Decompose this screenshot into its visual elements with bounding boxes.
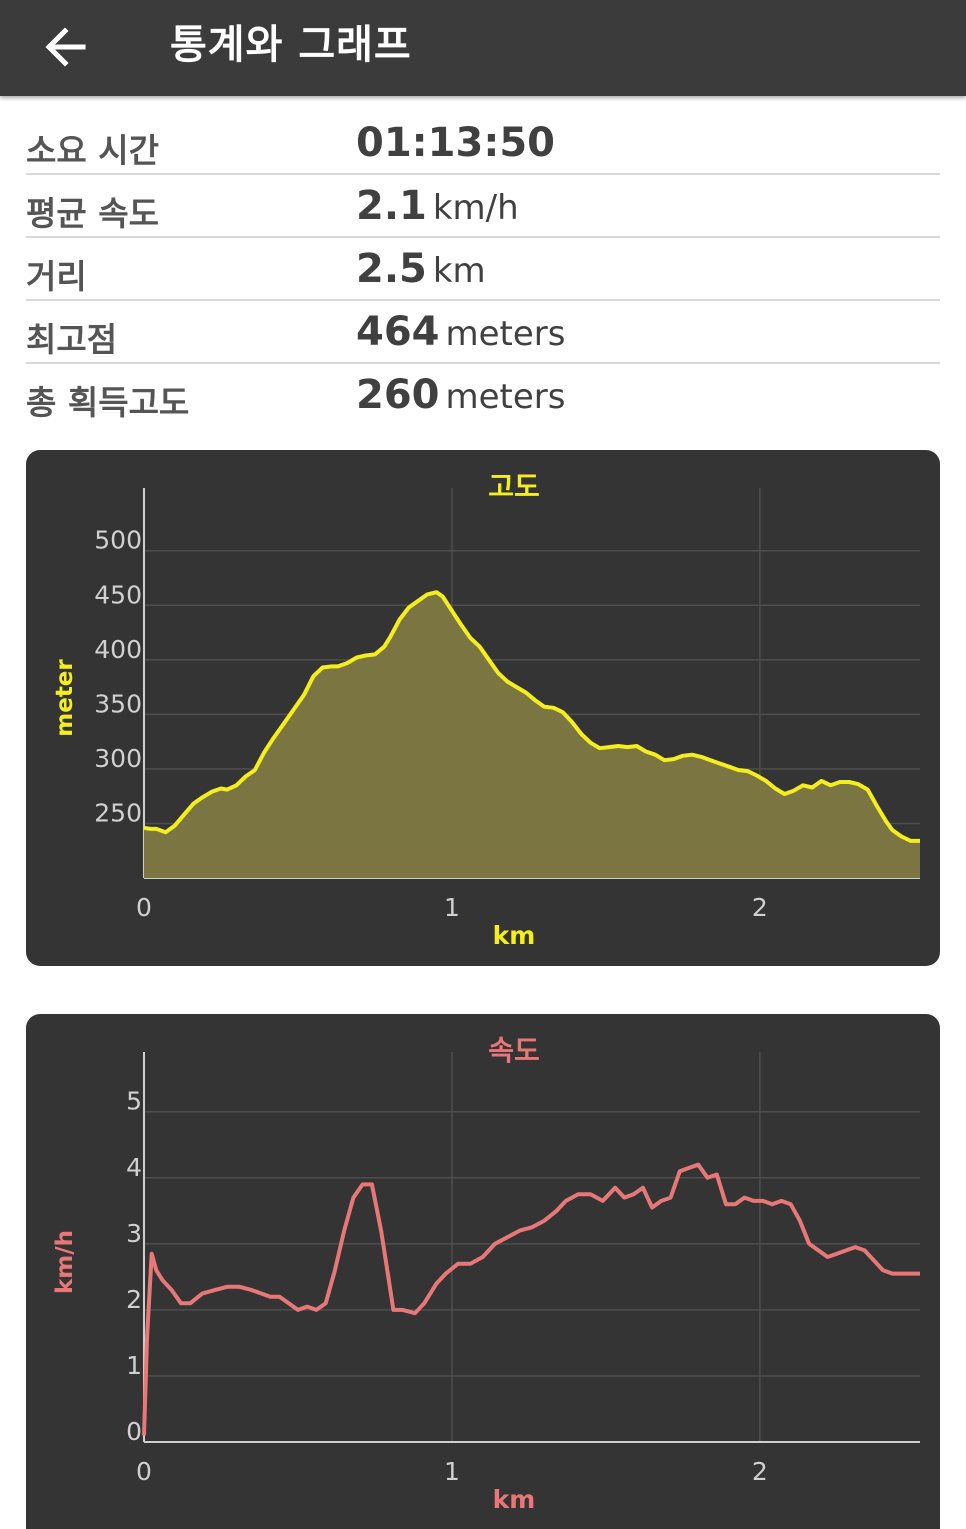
stat-value: 260 meters <box>356 372 565 418</box>
x-axis-label: km <box>493 921 536 950</box>
y-tick-label: 500 <box>94 526 142 555</box>
stat-unit: meters <box>445 314 566 354</box>
y-axis-label: meter <box>52 659 78 737</box>
stat-value: 2.5 km <box>356 246 486 292</box>
stat-label: 거리 <box>26 257 87 296</box>
x-tick-label: 2 <box>752 1457 768 1486</box>
app-bar: 통계와 그래프 <box>0 0 966 96</box>
stat-label: 소요 시간 <box>26 131 159 170</box>
x-tick-label: 0 <box>136 1457 152 1486</box>
y-tick-label: 2 <box>126 1285 142 1314</box>
y-tick-label: 300 <box>94 744 142 773</box>
x-tick-label: 2 <box>752 893 768 922</box>
stat-unit: km <box>432 251 486 291</box>
page-title: 통계와 그래프 <box>170 22 412 68</box>
area-fill <box>144 592 920 878</box>
elevation-chart-card: 250 300 350 400 450 500 0 1 2 고도 km meter <box>26 450 940 966</box>
stat-number: 2.1 <box>356 183 427 229</box>
x-tick-label: 0 <box>136 893 152 922</box>
chart-title: 고도 <box>488 470 540 503</box>
y-tick-label: 3 <box>126 1219 142 1248</box>
y-tick-label: 400 <box>94 635 142 664</box>
series-line <box>143 590 920 843</box>
stat-unit: km/h <box>432 188 519 228</box>
stat-unit: meters <box>445 377 566 417</box>
series-line <box>142 1162 920 1436</box>
elevation-chart: 250 300 350 400 450 500 0 1 2 고도 km meter <box>52 470 920 950</box>
speed-chart: 0 1 2 3 4 5 0 1 2 속도 km km/h <box>52 1034 920 1514</box>
stat-number: 01:13:50 <box>356 120 555 166</box>
stat-value: 2.1 km/h <box>356 183 519 229</box>
stat-row-distance: 거리 2.5 km <box>26 238 940 301</box>
stat-row-duration: 소요 시간 01:13:50 <box>26 112 940 175</box>
stat-row-max-elevation: 최고점 464 meters <box>26 301 940 364</box>
y-tick-label: 1 <box>126 1351 142 1380</box>
x-tick-label: 1 <box>444 1457 460 1486</box>
stat-number: 260 <box>356 372 440 418</box>
stat-row-total-ascent: 총 획득고도 260 meters <box>26 364 940 427</box>
stat-number: 464 <box>356 309 440 355</box>
stat-number: 2.5 <box>356 246 427 292</box>
y-tick-label: 4 <box>126 1153 142 1182</box>
speed-chart-card: 0 1 2 3 4 5 0 1 2 속도 km km/h <box>26 1014 940 1529</box>
stats-table: 소요 시간 01:13:50 평균 속도 2.1 km/h 거리 2.5 km 최고… <box>26 112 940 427</box>
stat-value: 464 meters <box>356 309 565 355</box>
stat-label: 평균 속도 <box>26 194 159 233</box>
stat-value: 01:13:50 <box>356 120 555 166</box>
y-tick-label: 0 <box>126 1417 142 1446</box>
arrow-left-icon <box>45 27 86 67</box>
y-tick-label: 450 <box>94 580 142 609</box>
chart-title: 속도 <box>488 1034 540 1067</box>
back-button[interactable] <box>34 18 96 76</box>
x-tick-label: 1 <box>444 893 460 922</box>
y-tick-label: 350 <box>94 689 142 718</box>
x-axis-label: km <box>493 1485 536 1514</box>
stat-label: 최고점 <box>26 320 118 359</box>
stat-row-avg-speed: 평균 속도 2.1 km/h <box>26 175 940 238</box>
stat-label: 총 획득고도 <box>26 383 190 422</box>
y-axis-label: km/h <box>52 1230 78 1294</box>
y-tick-label: 5 <box>126 1087 142 1116</box>
y-tick-label: 250 <box>94 798 142 827</box>
